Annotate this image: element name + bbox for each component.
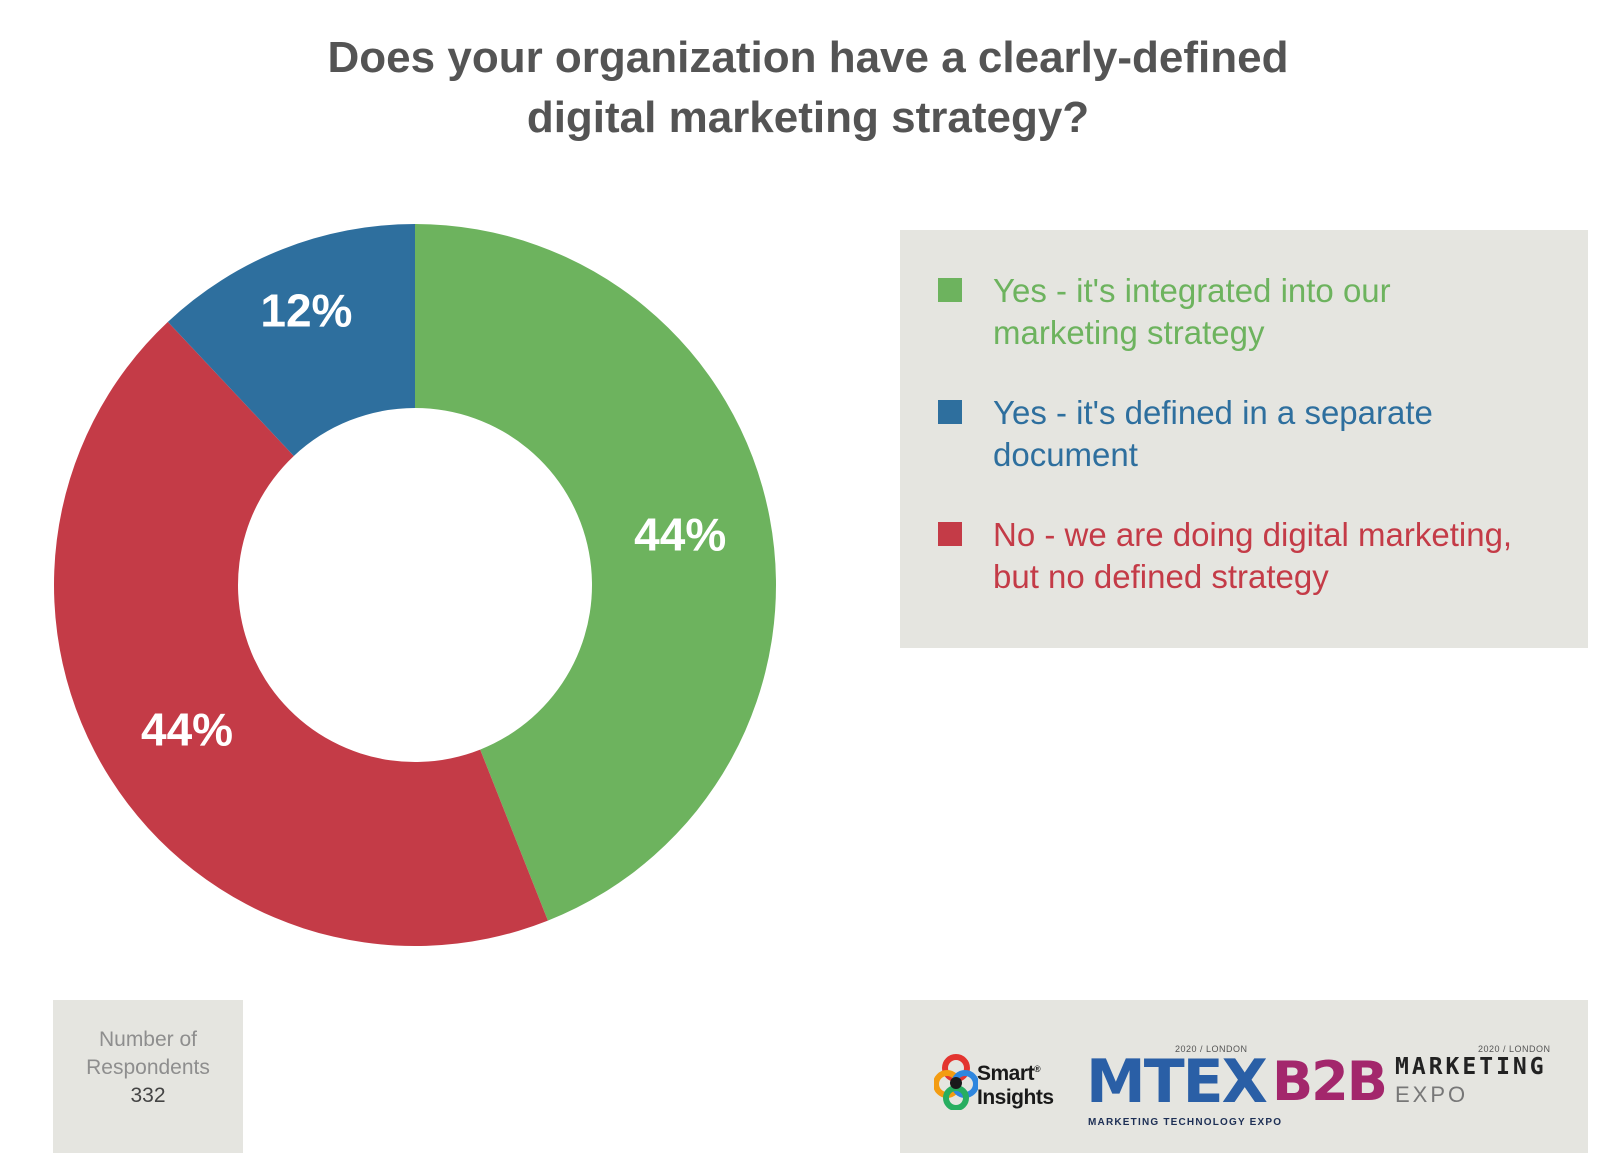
chart-title: Does your organization have a clearly-de… — [0, 28, 1616, 148]
chart-title-line-2: digital marketing strategy? — [526, 93, 1090, 142]
legend-label: Yes - it's defined in a separate document — [993, 392, 1583, 476]
mtex-location: 2020 / LONDON — [1175, 1044, 1248, 1054]
donut-slice-label-0: 44% — [634, 508, 726, 560]
donut-slice-1 — [53, 321, 548, 947]
mtex-logo: MTEX — [1086, 1047, 1268, 1117]
b2b-marketing-word: MARKETING — [1395, 1054, 1547, 1080]
respondents-count: 332 — [130, 1084, 166, 1107]
smart-insights-logo-icon — [934, 1054, 978, 1110]
legend: Yes - it's integrated into our marketing … — [900, 230, 1588, 648]
b2b-expo-word: EXPO — [1395, 1082, 1469, 1107]
legend-label-line: Yes - it's defined in a separate — [993, 394, 1433, 431]
legend-label-line: No - we are doing digital marketing, — [993, 516, 1513, 553]
b2b-location: 2020 / LONDON — [1478, 1044, 1551, 1054]
smart-insights-logo-text: Smart® Insights — [977, 1057, 1054, 1110]
legend-label: No - we are doing digital marketing, but … — [993, 514, 1583, 598]
legend-label-line: document — [993, 436, 1138, 473]
legend-label-line: Yes - it's integrated into our — [993, 272, 1391, 309]
mtex-tagline: MARKETING TECHNOLOGY EXPO — [1088, 1117, 1283, 1128]
donut-slice-label-1: 44% — [141, 704, 233, 756]
registered-mark: ® — [1034, 1064, 1041, 1074]
respondents-label-line-1: Number of — [98, 1028, 198, 1051]
sponsor-logos: Smart® Insights 2020 / LONDON MTEX MARKE… — [900, 1000, 1588, 1153]
donut-slice-2 — [167, 224, 415, 456]
legend-swatch — [938, 278, 962, 302]
smart-insights-word-1: Smart — [977, 1062, 1035, 1085]
donut-slice-label-2: 12% — [260, 285, 352, 337]
respondents-box: Number of Respondents 332 — [53, 1000, 243, 1153]
legend-label-line: but no defined strategy — [993, 558, 1329, 595]
legend-swatch — [938, 400, 962, 424]
donut-slice-0 — [415, 224, 776, 921]
legend-label-line: marketing strategy — [993, 314, 1265, 351]
b2b-logo: B2B — [1272, 1050, 1388, 1113]
donut-chart: 44% 44% 12% — [53, 224, 776, 947]
legend-swatch — [938, 522, 962, 546]
respondents-label-line-2: Respondents — [86, 1056, 210, 1079]
legend-label: Yes - it's integrated into our marketing … — [993, 270, 1583, 354]
chart-title-line-1: Does your organization have a clearly-de… — [327, 33, 1289, 82]
smart-insights-word-2: Insights — [977, 1086, 1054, 1109]
